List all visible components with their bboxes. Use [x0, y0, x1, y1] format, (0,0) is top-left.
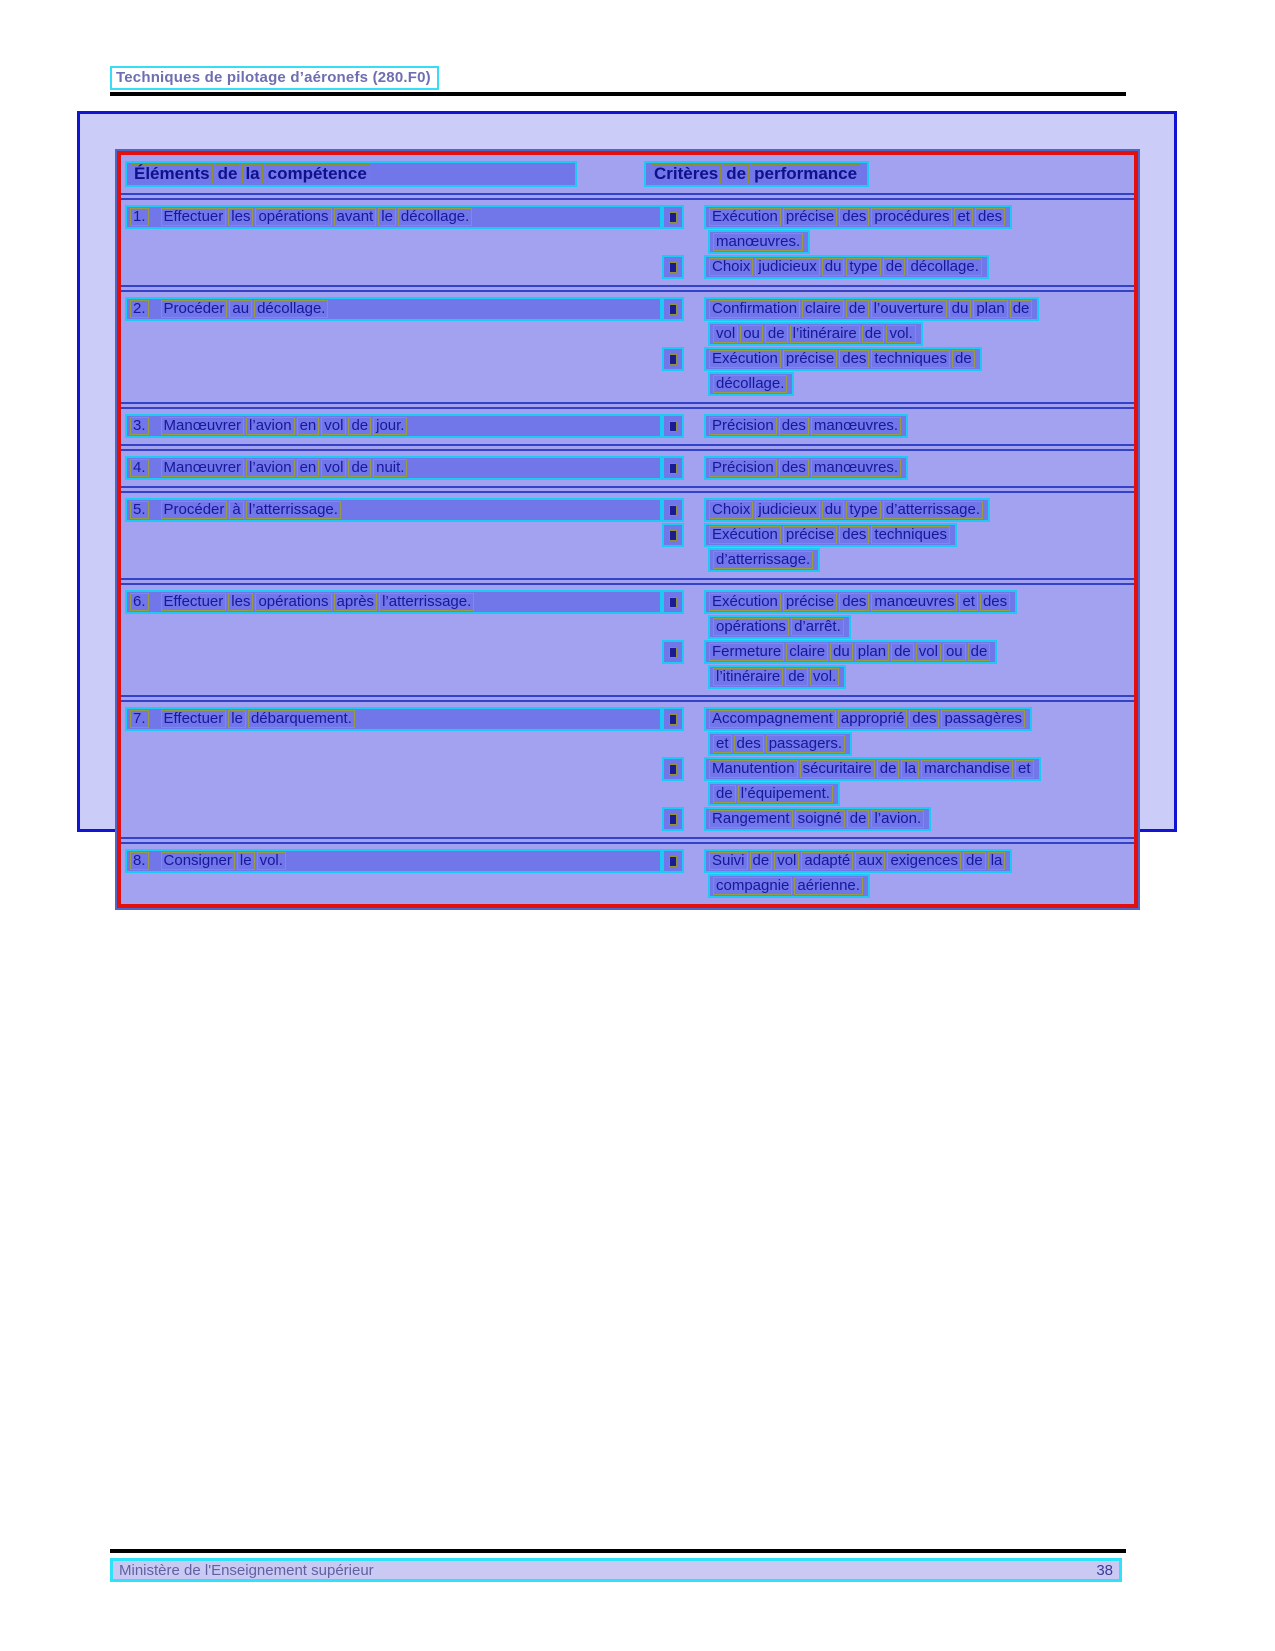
element-number: 2.	[130, 300, 149, 318]
bullet-icon	[662, 590, 684, 614]
row-separator	[121, 193, 1134, 200]
criterion-line: Manutention sécuritaire de la marchandise et	[704, 757, 1041, 781]
criterion-line: manœuvres.	[708, 230, 811, 254]
criterion: Choix judicieux du type d’atterrissage.	[662, 498, 1130, 522]
criterion: Précision des manœuvres.	[662, 414, 1130, 438]
criterion: Choix judicieux du type de décollage.	[662, 255, 1130, 279]
element-text: Procéder à l’atterrissage.	[160, 500, 343, 520]
element-number: 4.	[130, 459, 149, 477]
row-separator	[121, 285, 1134, 292]
criterion: Exécution précise des techniques de décollag…	[662, 347, 1130, 396]
element-number: 6.	[130, 593, 149, 611]
criterion: Accompagnement approprié des passagères et d…	[662, 707, 1130, 756]
element-number: 5.	[130, 501, 149, 519]
criterion-line: Précision des manœuvres.	[704, 456, 909, 480]
row-separator	[121, 486, 1134, 493]
criterion-line: de l’équipement.	[708, 782, 840, 806]
element-text: Consigner le vol.	[160, 851, 288, 871]
element-text: Manœuvrer l’avion en vol de jour.	[160, 416, 410, 436]
bullet-icon	[662, 456, 684, 480]
criterion-line: Exécution précise des procédures et des	[704, 205, 1013, 229]
criterion-line: Précision des manœuvres.	[704, 414, 909, 438]
criterion: Manutention sécuritaire de la marchandise et …	[662, 757, 1130, 806]
criterion-line: Confirmation claire de l’ouverture du plan de	[704, 297, 1040, 321]
bullet-icon	[662, 523, 684, 547]
criterion: Fermeture claire du plan de vol ou de l’itinéra…	[662, 640, 1130, 689]
row-separator	[121, 695, 1134, 702]
bullet-icon	[662, 640, 684, 664]
table-row: 8. Consigner le vol. Suivi de vol adapté aux exi…	[121, 844, 1134, 904]
row-separator	[121, 578, 1134, 585]
criterion-line: l’itinéraire de vol.	[708, 665, 847, 689]
bullet-icon	[662, 757, 684, 781]
criterion: Rangement soigné de l’avion.	[662, 807, 1130, 831]
row-separator	[121, 402, 1134, 409]
criterion: Suivi de vol adapté aux exigences de la compagn…	[662, 849, 1130, 898]
criterion-line: Choix judicieux du type d’atterrissage.	[704, 498, 990, 522]
element-number: 8.	[130, 852, 149, 870]
element-text: Effectuer les opérations avant le décollage.	[160, 207, 475, 227]
criterion-line: compagnie aérienne.	[708, 874, 870, 898]
criterion: Exécution précise des procédures et des manœu…	[662, 205, 1130, 254]
header-title: Techniques de pilotage d’aéronefs (280.F…	[110, 66, 439, 90]
table-row: 4. Manœuvrer l’avion en vol de nuit. Précision…	[121, 451, 1134, 486]
criterion-line: opérations d’arrêt.	[708, 615, 851, 639]
bullet-icon	[662, 347, 684, 371]
criterion-line: Exécution précise des techniques de	[704, 347, 982, 371]
element-text: Effectuer les opérations après l’atterrissag…	[160, 592, 477, 612]
table-row: 6. Effectuer les opérations après l’atterriss…	[121, 585, 1134, 695]
criterion-line: Accompagnement approprié des passagères	[704, 707, 1033, 731]
footer-page-number: 38	[1096, 1561, 1113, 1579]
bullet-icon	[662, 255, 684, 279]
header-rule	[110, 92, 1126, 96]
column-header-elements: Éléments de la compétence	[131, 164, 372, 184]
element-text: Effectuer le débarquement.	[160, 709, 357, 729]
element-text: Procéder au décollage.	[160, 299, 331, 319]
competency-table: Éléments de la compétence Critères de perform…	[117, 151, 1138, 908]
table-row: 3. Manœuvrer l’avion en vol de jour. Précision…	[121, 409, 1134, 444]
element-text: Manœuvrer l’avion en vol de nuit.	[160, 458, 410, 478]
footer: Ministère de l'Enseignement supérieur 38	[110, 1558, 1122, 1582]
bullet-icon	[662, 707, 684, 731]
criterion: Exécution précise des techniques d’atterris…	[662, 523, 1130, 572]
row-separator	[121, 444, 1134, 451]
criterion-line: d’atterrissage.	[708, 548, 821, 572]
column-header-criteres: Critères de performance	[651, 164, 862, 184]
element-number: 7.	[130, 710, 149, 728]
criterion: Précision des manœuvres.	[662, 456, 1130, 480]
table-row: 7. Effectuer le débarquement. Accompagnemen…	[121, 702, 1134, 837]
criterion-line: Rangement soigné de l’avion.	[704, 807, 932, 831]
running-header: Techniques de pilotage d’aéronefs (280.F…	[110, 66, 439, 90]
element-number: 1.	[130, 208, 149, 226]
bullet-icon	[662, 807, 684, 831]
bullet-icon	[662, 297, 684, 321]
criterion: Confirmation claire de l’ouverture du plan de …	[662, 297, 1130, 346]
table-header-row: Éléments de la compétence Critères de perform…	[121, 155, 1134, 193]
criterion-line: décollage.	[708, 372, 795, 396]
footer-rule	[110, 1549, 1126, 1553]
bullet-icon	[662, 498, 684, 522]
criterion-line: et des passagers.	[708, 732, 853, 756]
criterion-line: Choix judicieux du type de décollage.	[704, 255, 989, 279]
criterion-line: Suivi de vol adapté aux exigences de la	[704, 849, 1013, 873]
table-row: 5. Procéder à l’atterrissage. Choix judicieu…	[121, 493, 1134, 578]
criterion-line: Exécution précise des manœuvres et des	[704, 590, 1018, 614]
element-number: 3.	[130, 417, 149, 435]
criterion-line: Exécution précise des techniques	[704, 523, 957, 547]
footer-ministry: Ministère de l'Enseignement supérieur	[119, 1561, 374, 1579]
bullet-icon	[662, 849, 684, 873]
row-separator	[121, 837, 1134, 844]
criterion-line: vol ou de l’itinéraire de vol.	[708, 322, 923, 346]
table-row: 2. Procéder au décollage. Confirmation clair…	[121, 292, 1134, 402]
criterion: Exécution précise des manœuvres et des opérat…	[662, 590, 1130, 639]
bullet-icon	[662, 414, 684, 438]
bullet-icon	[662, 205, 684, 229]
table-row: 1. Effectuer les opérations avant le décollage…	[121, 200, 1134, 285]
criterion-line: Fermeture claire du plan de vol ou de	[704, 640, 998, 664]
content-panel: Éléments de la compétence Critères de perform…	[77, 111, 1177, 908]
